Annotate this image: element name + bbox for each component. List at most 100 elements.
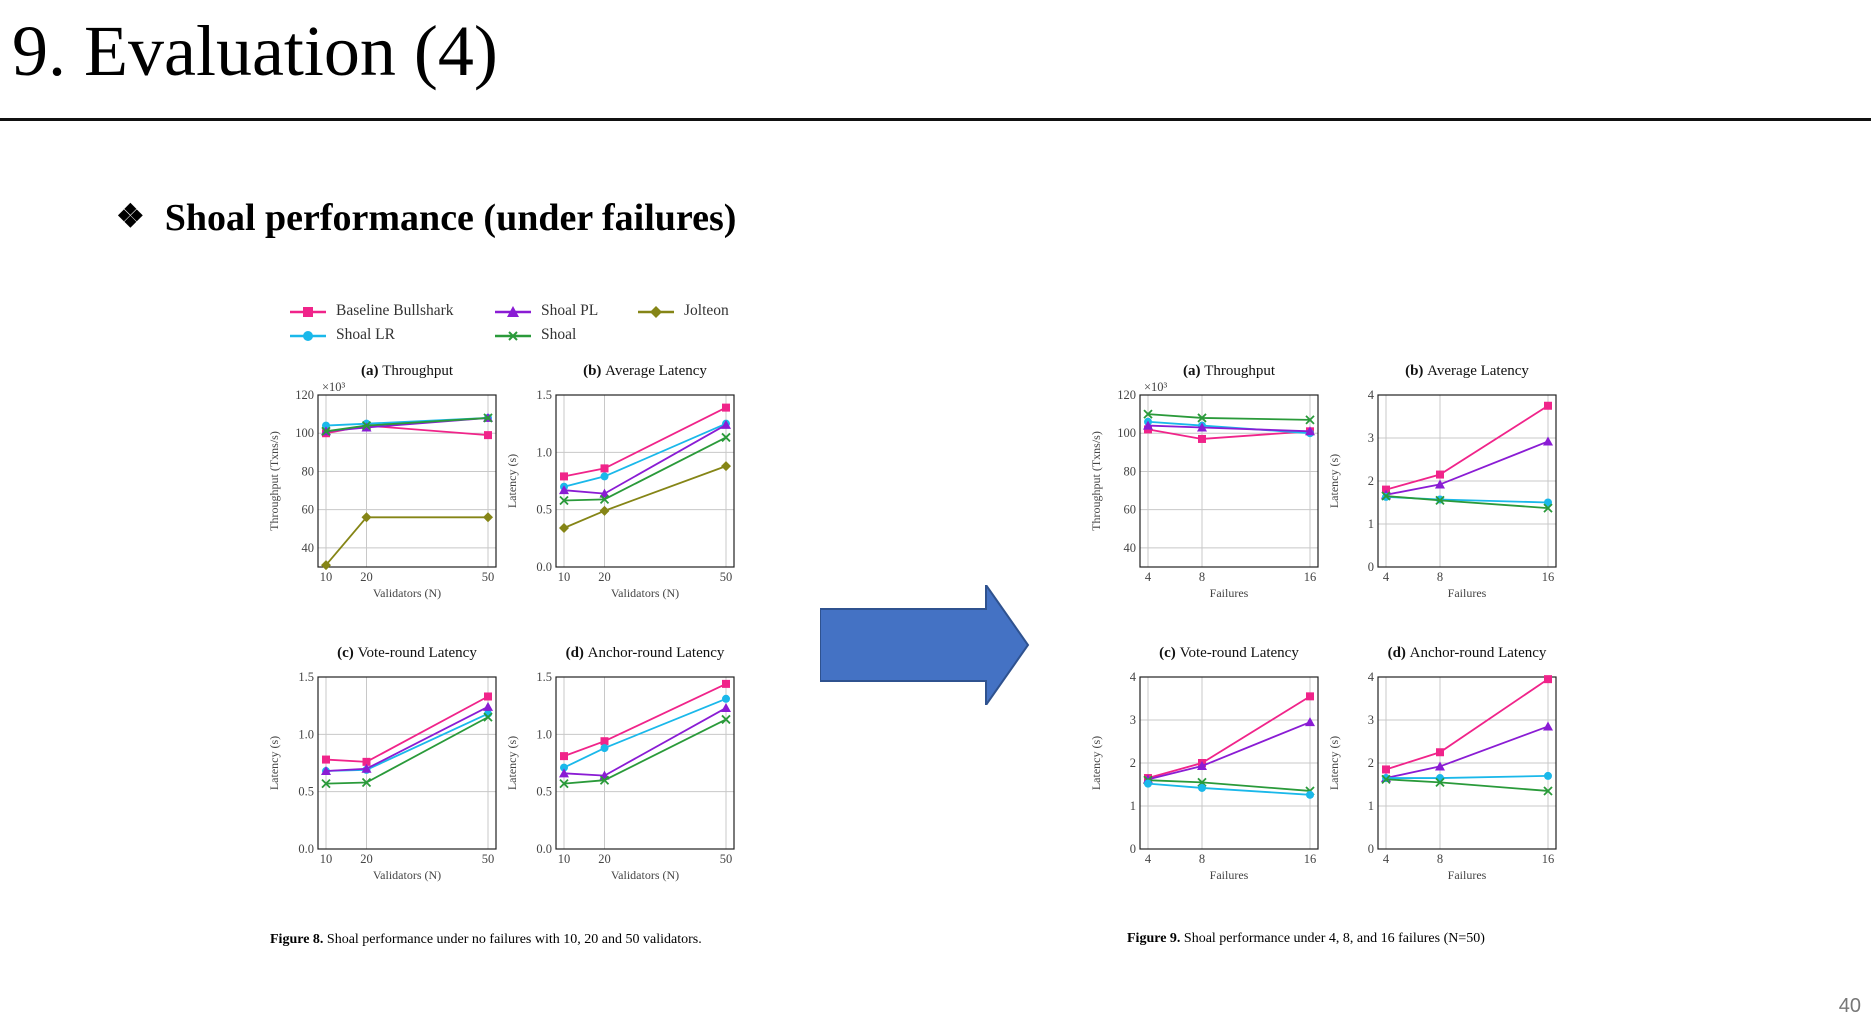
y-tick-label: 0.0 [298, 842, 314, 856]
series-shoal-lr-point [600, 472, 609, 481]
y-axis-label: Throughput (Txns/s) [267, 431, 281, 531]
y-tick-label: 0.5 [536, 503, 552, 517]
series-shoal-lr [560, 694, 730, 772]
y-tick-label: 120 [1117, 388, 1136, 402]
y-axis-label: Throughput (Txns/s) [1089, 431, 1103, 531]
series-shoal-lr-point [322, 421, 330, 430]
x-tick-label: 10 [558, 570, 571, 584]
series-shoal-pl [321, 701, 493, 776]
series-line-baseline-bullshark [1147, 695, 1311, 779]
x-tick-label: 20 [598, 852, 611, 866]
y-tick-label: 60 [302, 503, 315, 517]
y-tick-label: 1.5 [298, 670, 314, 684]
series-shoal-pl-point [1543, 721, 1553, 731]
series-jolteon-point [559, 523, 569, 534]
x-tick-label: 10 [558, 852, 571, 866]
series-baseline-bullshark-point [1382, 485, 1390, 494]
y-tick-label: 0 [1368, 560, 1374, 574]
y-tick-label: 1 [1130, 799, 1136, 813]
series-shoal-point [321, 426, 331, 436]
plot-frame [1377, 394, 1557, 568]
series-line-shoal-lr [1386, 775, 1549, 779]
y-tick-label: 1.0 [298, 727, 314, 741]
x-tick-label: 16 [1542, 570, 1555, 584]
series-shoal [321, 413, 493, 436]
series-shoal-pl-point [1305, 717, 1315, 727]
series-baseline-bullshark-point [1306, 692, 1314, 701]
series-jolteon-point [321, 560, 331, 571]
x-axis-label: Failures [1210, 868, 1249, 882]
series-baseline-bullshark-point [560, 472, 568, 481]
series-shoal-point [361, 777, 372, 788]
series-baseline-bullshark [1382, 401, 1552, 494]
x-tick-label: 4 [1145, 852, 1152, 866]
series-line-shoal-lr [563, 697, 727, 769]
y-tick-label: 1 [1368, 517, 1374, 531]
y-tick-label: 1.0 [536, 445, 552, 459]
series-shoal-lr-point [560, 763, 568, 772]
series-baseline-bullshark-point [484, 692, 492, 701]
plot-frame [555, 394, 735, 568]
series-baseline-bullshark-point [600, 464, 609, 473]
series-shoal-point [1435, 495, 1445, 505]
series-shoal-pl-point [1143, 420, 1153, 430]
plot-frame [317, 676, 497, 850]
series-shoal-pl-point [599, 488, 610, 498]
page-number: 40 [1838, 995, 1861, 1017]
y-tick-label: 60 [1124, 503, 1137, 517]
series-jolteon-point [361, 512, 372, 523]
plot-frame [555, 676, 735, 850]
series-shoal [559, 714, 731, 789]
y-tick-label: 2 [1368, 474, 1374, 488]
y-tick-label: 4 [1130, 670, 1137, 684]
y-tick-label: 0.5 [298, 785, 314, 799]
x-tick-label: 20 [360, 570, 373, 584]
series-shoal-lr-point [1198, 783, 1206, 792]
series-jolteon-point [599, 505, 610, 516]
y-tick-label: 1.0 [536, 727, 552, 741]
series-shoal-pl [559, 702, 731, 780]
x-tick-label: 50 [482, 570, 495, 584]
y-tick-label: 0.5 [536, 785, 552, 799]
y-tick-label: 4 [1368, 388, 1375, 402]
series-shoal-lr [560, 419, 730, 491]
y-tick-label: 0 [1130, 842, 1136, 856]
series-shoal [559, 432, 731, 506]
series-shoal-lr [322, 709, 492, 776]
y-tick-label: 40 [302, 541, 315, 555]
chart-title: (d) Anchor-round Latency [1388, 645, 1547, 661]
x-tick-label: 8 [1199, 570, 1205, 584]
y-axis-label: Latency (s) [1089, 736, 1103, 790]
x-tick-label: 20 [598, 570, 611, 584]
legend-label: Shoal LR [336, 326, 395, 343]
figure-8-caption-text: Shoal performance under no failures with… [323, 932, 702, 947]
series-shoal-pl-point [1197, 761, 1207, 771]
chart-title: (a) Throughput [361, 363, 454, 379]
y-multiplier-label: ×10³ [322, 380, 346, 394]
series-line-jolteon [325, 516, 488, 566]
x-tick-label: 4 [1145, 570, 1152, 584]
title-divider [0, 118, 1871, 121]
plot-frame [1377, 676, 1557, 850]
x-tick-label: 8 [1437, 570, 1443, 584]
series-shoal [1143, 409, 1315, 425]
chart-title: (b) Average Latency [583, 363, 707, 379]
series-shoal-pl [559, 419, 731, 498]
x-axis-label: Failures [1210, 586, 1249, 600]
legend-marker-triangle-icon [495, 306, 531, 317]
series-line-shoal-lr [325, 712, 489, 772]
x-tick-label: 50 [720, 852, 733, 866]
y-tick-label: 3 [1368, 431, 1374, 445]
y-tick-label: 1 [1368, 799, 1374, 813]
chart-title: (c) Vote-round Latency [337, 645, 477, 661]
x-tick-label: 50 [482, 852, 495, 866]
y-tick-label: 80 [302, 464, 315, 478]
series-shoal-point [599, 494, 610, 504]
y-tick-label: 100 [295, 426, 314, 440]
series-line-baseline-bullshark [1385, 404, 1549, 491]
series-shoal-point [1435, 777, 1445, 787]
x-tick-label: 4 [1383, 852, 1390, 866]
series-shoal-pl-point [483, 701, 493, 711]
series-line-baseline-bullshark [563, 406, 727, 478]
series-shoal-point [599, 775, 610, 785]
